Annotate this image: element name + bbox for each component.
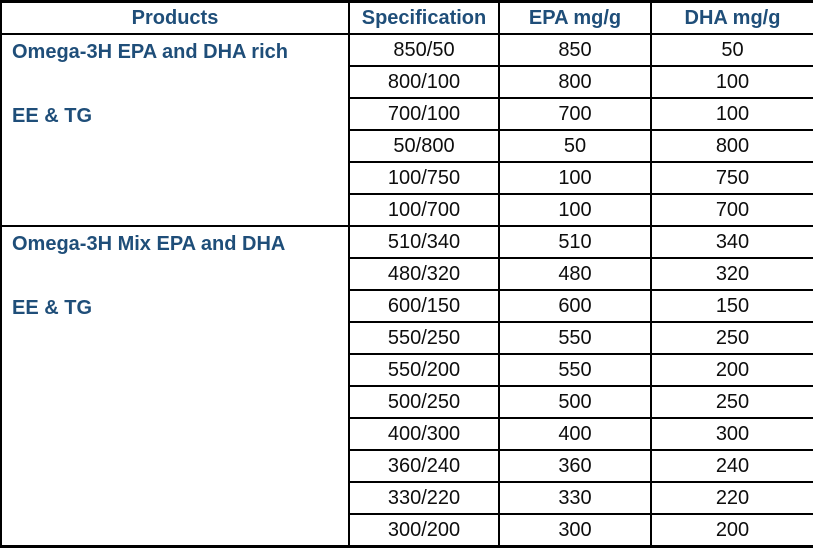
epa-cell: 600 (498, 289, 652, 323)
dha-cell: 750 (650, 161, 813, 195)
epa-cell: 330 (498, 481, 652, 515)
spec-cell: 850/50 (348, 33, 500, 67)
epa-cell: 850 (498, 33, 652, 67)
product-form: EE & TG (12, 297, 93, 319)
table-row: 100/750 100 750 (1, 161, 813, 195)
table-row: 700/100 700 100 (1, 97, 813, 131)
epa-cell: 510 (498, 225, 652, 259)
table-row: 300/200 300 200 (1, 513, 813, 548)
dha-cell: 800 (650, 129, 813, 163)
product-cell-mix-epa-dha: Omega-3H Mix EPA and DHA EE & TG (0, 225, 350, 548)
spec-cell: 100/700 (348, 193, 500, 227)
spec-cell: 800/100 (348, 65, 500, 99)
spec-cell: 500/250 (348, 385, 500, 419)
table-row: 500/250 500 250 (1, 385, 813, 419)
epa-cell: 50 (498, 129, 652, 163)
epa-cell: 800 (498, 65, 652, 99)
epa-cell: 550 (498, 321, 652, 355)
product-form: EE & TG (12, 105, 93, 127)
dha-cell: 200 (650, 353, 813, 387)
spec-cell: 100/750 (348, 161, 500, 195)
dha-cell: 240 (650, 449, 813, 483)
epa-cell: 360 (498, 449, 652, 483)
dha-cell: 700 (650, 193, 813, 227)
dha-cell: 100 (650, 65, 813, 99)
epa-cell: 550 (498, 353, 652, 387)
spec-cell: 50/800 (348, 129, 500, 163)
dha-cell: 150 (650, 289, 813, 323)
epa-cell: 480 (498, 257, 652, 291)
epa-cell: 100 (498, 161, 652, 195)
spec-cell: 360/240 (348, 449, 500, 483)
table-row: 400/300 400 300 (1, 417, 813, 451)
header-row: Products Specification EPA mg/g DHA mg/g (0, 0, 813, 35)
dha-cell: 320 (650, 257, 813, 291)
table-row: 550/200 550 200 (1, 353, 813, 387)
dha-cell: 250 (650, 321, 813, 355)
table-row: 480/320 480 320 (1, 257, 813, 291)
table-row: 50/800 50 800 (1, 129, 813, 163)
spec-cell: 600/150 (348, 289, 500, 323)
spec-cell: 510/340 (348, 225, 500, 259)
table-row: Omega-3H EPA and DHA rich EE & TG 850/50… (0, 33, 813, 227)
epa-cell: 700 (498, 97, 652, 131)
epa-cell: 100 (498, 193, 652, 227)
spec-cell: 300/200 (348, 513, 500, 548)
table-header: Products Specification EPA mg/g DHA mg/g (0, 0, 813, 35)
spec-cell: 550/250 (348, 321, 500, 355)
table-row: 600/150 600 150 (1, 289, 813, 323)
dha-cell: 300 (650, 417, 813, 451)
dha-cell: 220 (650, 481, 813, 515)
spec-cell: 700/100 (348, 97, 500, 131)
epa-cell: 500 (498, 385, 652, 419)
product-cell-epa-dha-rich: Omega-3H EPA and DHA rich EE & TG (0, 33, 350, 227)
dha-cell: 250 (650, 385, 813, 419)
dha-cell: 100 (650, 97, 813, 131)
product-name: Omega-3H Mix EPA and DHA (12, 233, 286, 255)
section-mix-epa-dha: Omega-3H Mix EPA and DHA EE & TG 510/340… (0, 225, 813, 548)
col-header-products: Products (0, 0, 350, 35)
dha-cell: 200 (650, 513, 813, 548)
product-name: Omega-3H EPA and DHA rich (12, 41, 288, 63)
table-row: Omega-3H Mix EPA and DHA EE & TG 510/340… (0, 225, 813, 548)
table-row: 550/250 550 250 (1, 321, 813, 355)
epa-cell: 300 (498, 513, 652, 548)
col-header-dha: DHA mg/g (650, 0, 813, 35)
col-header-epa: EPA mg/g (498, 0, 652, 35)
spec-cell: 330/220 (348, 481, 500, 515)
table-row: 100/700 100 700 (1, 193, 813, 227)
spec-cell: 480/320 (348, 257, 500, 291)
epa-cell: 400 (498, 417, 652, 451)
spec-cell: 550/200 (348, 353, 500, 387)
table-row: 360/240 360 240 (1, 449, 813, 483)
dha-cell: 50 (650, 33, 813, 67)
spec-cell: 400/300 (348, 417, 500, 451)
col-header-specification: Specification (348, 0, 500, 35)
dha-cell: 340 (650, 225, 813, 259)
section-epa-dha-rich: Omega-3H EPA and DHA rich EE & TG 850/50… (0, 33, 813, 227)
table-row: 330/220 330 220 (1, 481, 813, 515)
